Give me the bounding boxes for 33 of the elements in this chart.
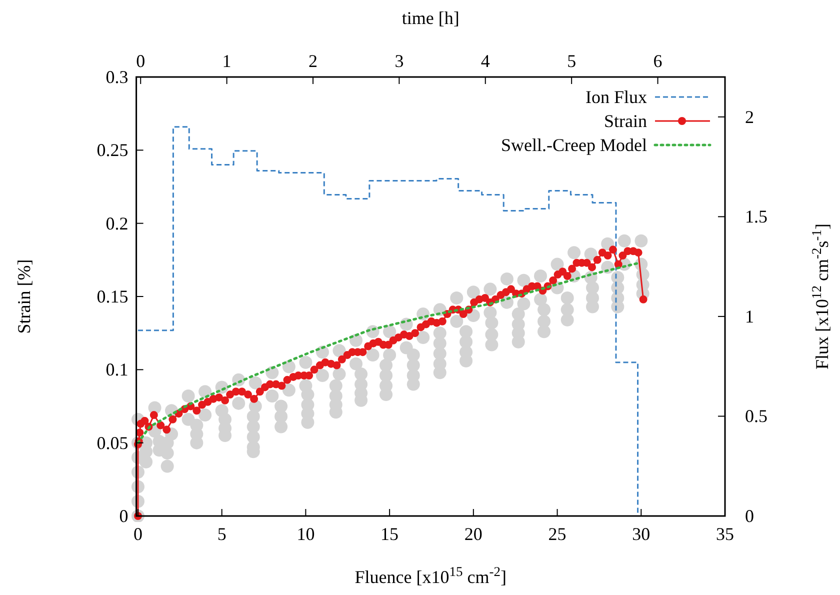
x2-tick-label: 2 xyxy=(308,51,318,71)
x2-axis-title: time [h] xyxy=(402,8,460,28)
y-tick-label: 0.3 xyxy=(106,67,128,87)
x2-tick-label: 4 xyxy=(480,51,490,71)
x2-tick-label: 3 xyxy=(394,51,404,71)
x-tick-label: 15 xyxy=(380,524,399,544)
y2-tick-label: 0 xyxy=(745,506,754,526)
legend-label: Swell.-Creep Model xyxy=(501,135,647,155)
x-tick-label: 25 xyxy=(548,524,566,544)
y-tick-label: 0.1 xyxy=(106,360,128,380)
x2-tick-label: 1 xyxy=(222,51,232,71)
x-tick-label: 35 xyxy=(716,524,734,544)
x-tick-label: 20 xyxy=(464,524,482,544)
y2-tick-label: 1.5 xyxy=(745,206,768,227)
x-axis-title: Fluence [x10$^{15}$ cm$^{-2}$] xyxy=(354,564,507,587)
x2-tick-label: 6 xyxy=(653,51,662,71)
y2-tick-label: 1 xyxy=(745,306,754,326)
y2-tick-label: 0.5 xyxy=(745,406,768,426)
x2-tick-label: 0 xyxy=(136,51,146,71)
y2-tick-label: 2 xyxy=(745,106,754,127)
y-tick-label: 0.05 xyxy=(96,432,128,453)
legend-label: Strain xyxy=(604,111,647,131)
x-tick-label: 10 xyxy=(296,524,315,544)
x2-tick-label: 5 xyxy=(567,51,576,71)
y-tick-label: 0.15 xyxy=(96,286,128,306)
y-tick-label: 0 xyxy=(119,506,128,526)
x-tick-label: 0 xyxy=(133,524,142,544)
x-tick-label: 5 xyxy=(217,524,226,544)
legend-label: Ion Flux xyxy=(585,87,647,107)
y-tick-label: 0.25 xyxy=(96,140,128,160)
y-axis-title: Strain [%] xyxy=(14,259,34,334)
y-tick-label: 0.2 xyxy=(106,213,128,234)
x-tick-label: 30 xyxy=(632,524,650,544)
